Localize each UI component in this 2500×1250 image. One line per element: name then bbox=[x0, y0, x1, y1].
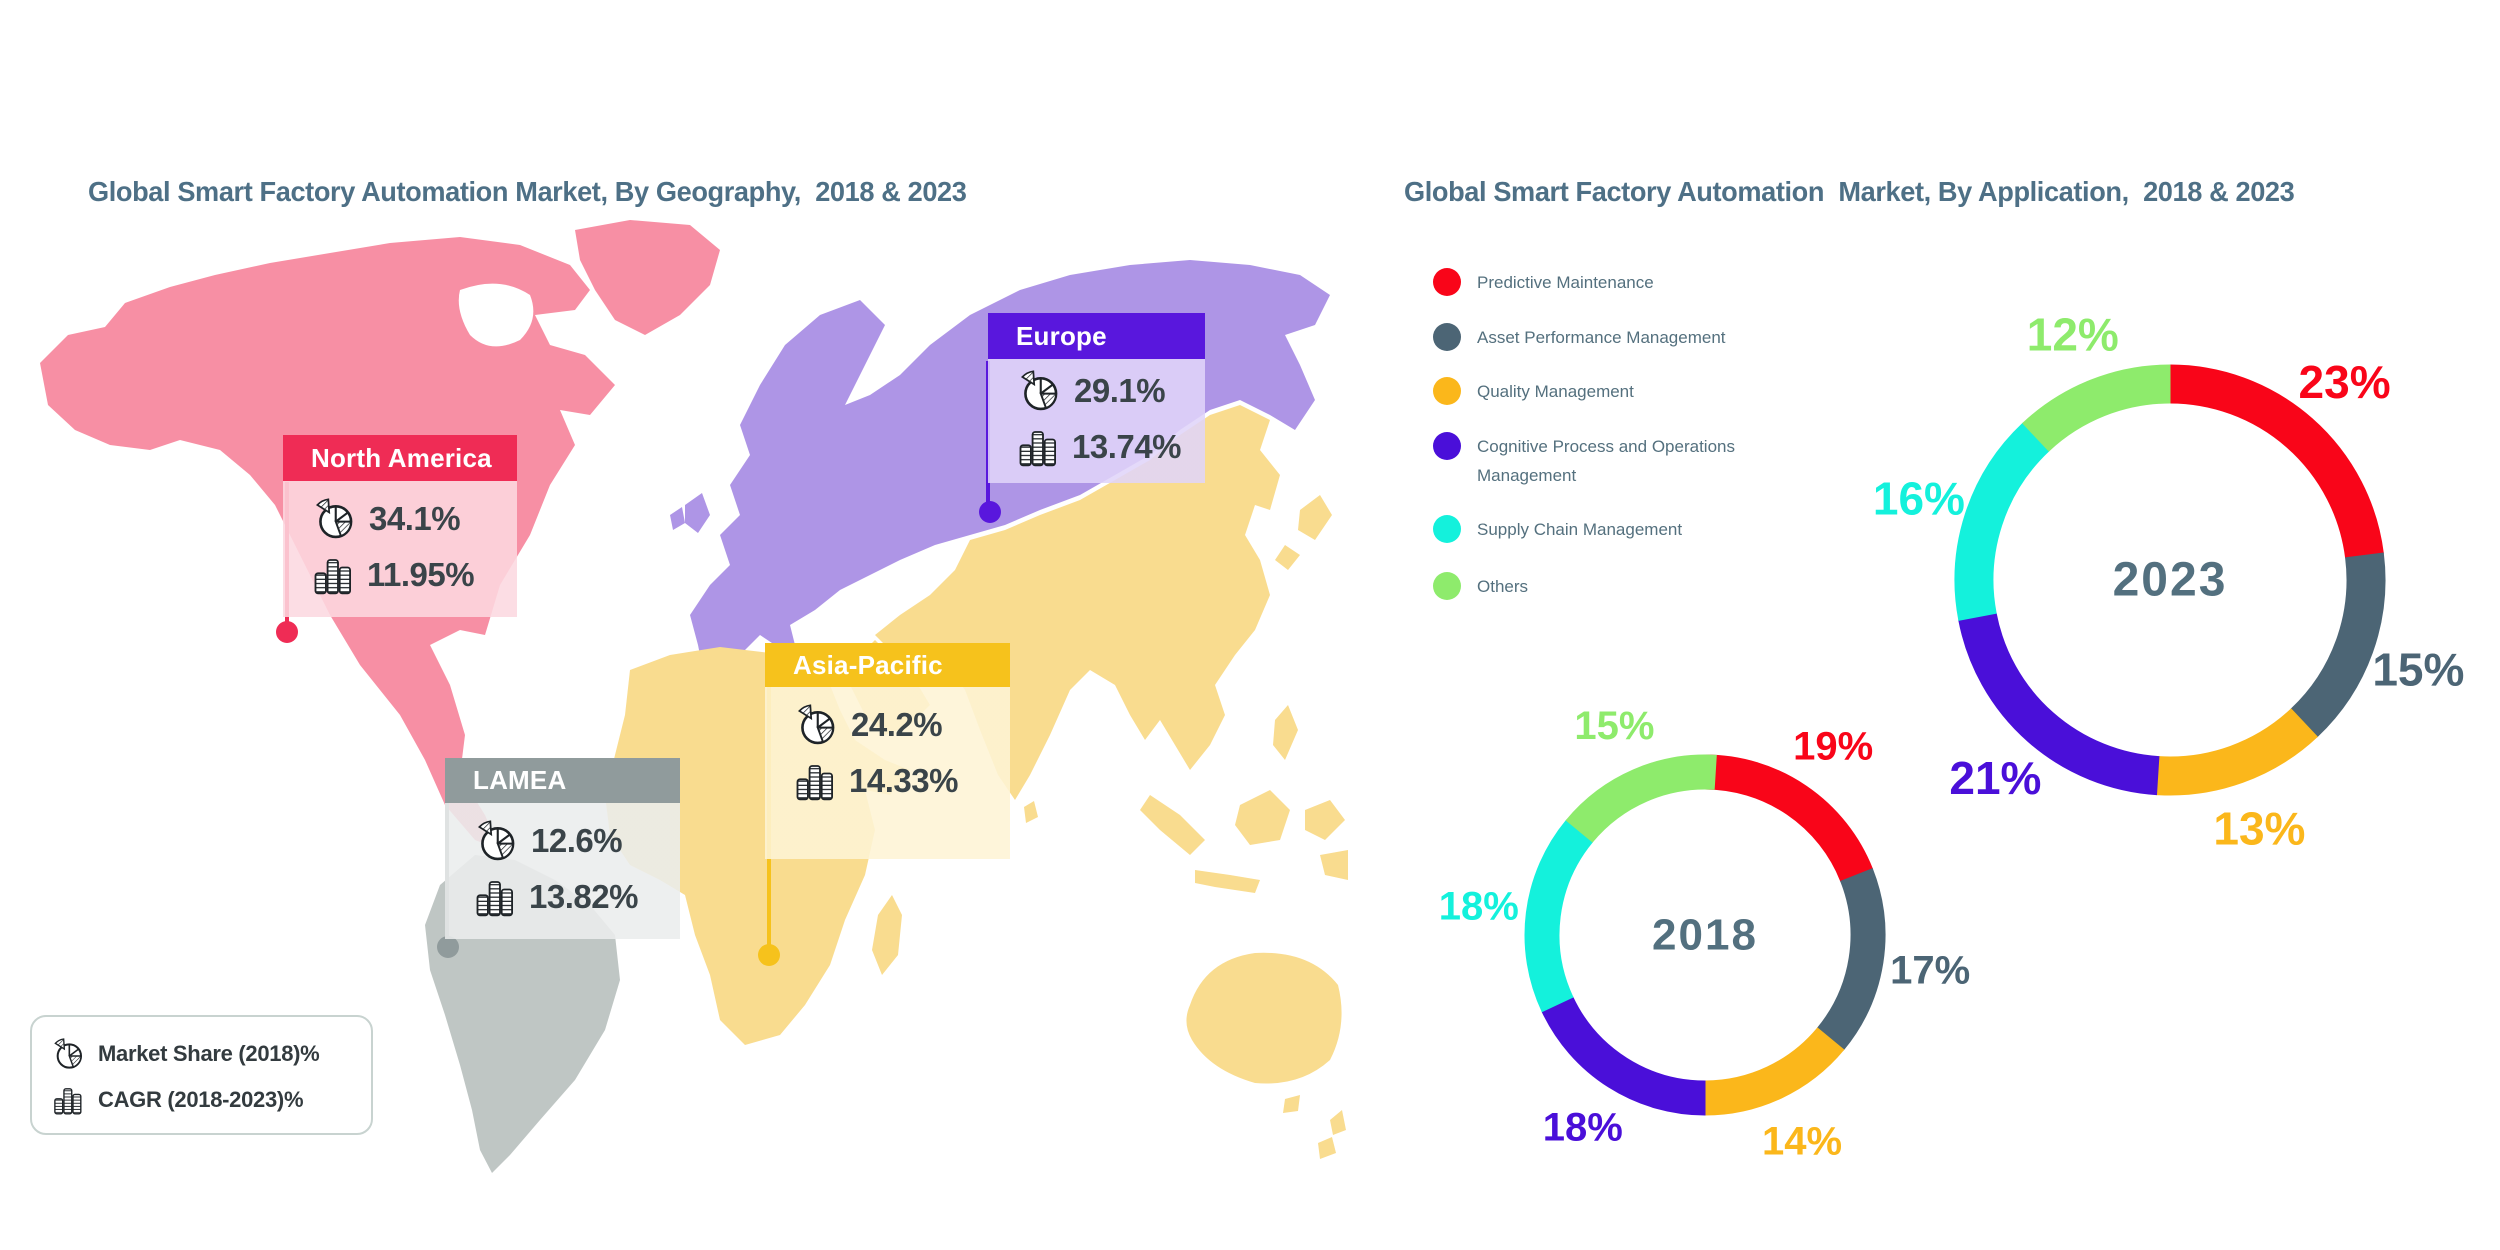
callout-europe: Europe 29.1% 13.74% bbox=[988, 313, 1205, 483]
donut-2023-value-label-1: 15% bbox=[2372, 643, 2464, 695]
callout-body: 29.1% 13.74% bbox=[988, 359, 1205, 483]
donut-2018-value-label-3: 18% bbox=[1543, 1106, 1623, 1150]
legend-swatch bbox=[1433, 377, 1461, 405]
coins-icon bbox=[795, 761, 835, 801]
donut-2023-value-label-0: 23% bbox=[2299, 356, 2391, 408]
callout-header: Asia-Pacific bbox=[765, 643, 1010, 687]
leader-dot-asia-pacific bbox=[758, 944, 780, 966]
legend-swatch bbox=[1433, 572, 1461, 600]
callout-north-america: North America 34.1% 11.95% bbox=[283, 435, 517, 617]
callout-body: 24.2% 14.33% bbox=[765, 687, 1010, 859]
map-region-southeast-asia-islands bbox=[1024, 495, 1348, 893]
donut-2023-segment-4 bbox=[1954, 422, 2050, 621]
donut-2018-segment-2 bbox=[1704, 1027, 1845, 1116]
pie-chart-icon bbox=[795, 704, 837, 746]
cagr-value: 13.82% bbox=[529, 878, 638, 915]
legend-swatch bbox=[1433, 515, 1461, 543]
map-region-madagascar bbox=[872, 895, 902, 975]
legend-item: Cognitive Process and Operations Managem… bbox=[1433, 432, 1767, 490]
donut-2018-value-label-1: 17% bbox=[1890, 949, 1970, 993]
legend-label: Predictive Maintenance bbox=[1477, 273, 1654, 292]
leader-line-north-america bbox=[285, 482, 289, 632]
legend-swatch bbox=[1433, 432, 1461, 460]
map-hudson-bay bbox=[458, 283, 534, 347]
left-chart-title: Global Smart Factory Automation Market, … bbox=[88, 176, 967, 207]
donut-center-year-2023: 2023 bbox=[2113, 554, 2228, 607]
donut-2018-segment-4 bbox=[1524, 819, 1594, 1013]
leader-line-lamea bbox=[445, 803, 449, 947]
donut-2023-value-label-2: 13% bbox=[2213, 802, 2305, 854]
callout-body: 12.6% 13.82% bbox=[445, 803, 680, 939]
market-share-value: 24.2% bbox=[851, 706, 943, 743]
donut-2023-value-label-3: 21% bbox=[1949, 752, 2041, 804]
callout-body: 34.1% 11.95% bbox=[283, 481, 517, 617]
callout-header: North America bbox=[283, 435, 517, 481]
coins-icon bbox=[475, 877, 515, 917]
map-region-british-isles bbox=[670, 493, 710, 533]
donut-2018-segment-1 bbox=[1816, 868, 1886, 1051]
donut-2018-segment-5 bbox=[1565, 754, 1717, 843]
cagr-value: 11.95% bbox=[367, 556, 475, 593]
legend-swatch bbox=[1433, 268, 1461, 296]
donut-2018-value-label-5: 15% bbox=[1574, 704, 1654, 748]
donut-2018-segment-0 bbox=[1704, 754, 1874, 882]
cagr-legend-label: CAGR (2018-2023)% bbox=[98, 1087, 304, 1112]
legend-label: Cognitive Process and Operations Managem… bbox=[1477, 437, 1735, 485]
legend-item: Predictive Maintenance bbox=[1433, 268, 1654, 297]
callout-lamea: LAMEA 12.6% 13.82% bbox=[445, 758, 680, 939]
market-share-value: 12.6% bbox=[531, 822, 623, 859]
coins-icon bbox=[52, 1085, 84, 1115]
map-region-australia bbox=[1186, 952, 1346, 1159]
donut-2023-value-label-5: 12% bbox=[2027, 309, 2119, 361]
donut-2018-value-label-4: 18% bbox=[1439, 884, 1519, 928]
callout-header: Europe bbox=[988, 313, 1205, 359]
map-region-greenland bbox=[575, 220, 720, 335]
legend-label: Asset Performance Management bbox=[1477, 328, 1726, 347]
leader-line-europe bbox=[986, 361, 990, 512]
right-chart-title: Global Smart Factory Automation Market, … bbox=[1404, 176, 2295, 207]
legend-swatch bbox=[1433, 323, 1461, 351]
donut-2023-segment-0 bbox=[2169, 364, 2384, 559]
market-share-value: 29.1% bbox=[1074, 372, 1166, 409]
coins-icon bbox=[1018, 427, 1058, 467]
market-share-value: 34.1% bbox=[369, 500, 461, 537]
pie-chart-icon bbox=[475, 820, 517, 862]
donut-center-year-2018: 2018 bbox=[1652, 911, 1758, 960]
legend-item: Others bbox=[1433, 572, 1528, 601]
donut-2023-value-label-4: 16% bbox=[1873, 472, 1965, 524]
leader-dot-north-america bbox=[276, 621, 298, 643]
pie-chart-icon bbox=[1018, 370, 1060, 412]
donut-2023-segment-5 bbox=[2022, 364, 2171, 452]
pie-chart-icon bbox=[313, 498, 355, 540]
cagr-value: 14.33% bbox=[849, 762, 958, 799]
donut-2023-segment-3 bbox=[1958, 612, 2160, 796]
donut-2018-segment-3 bbox=[1541, 996, 1706, 1116]
map-legend: Market Share (2018)% CAGR (2018-2023)% bbox=[30, 1015, 373, 1135]
donut-2018-value-label-0: 19% bbox=[1793, 724, 1873, 768]
legend-item: Asset Performance Management bbox=[1433, 323, 1726, 352]
leader-dot-europe bbox=[979, 501, 1001, 523]
legend-label: Quality Management bbox=[1477, 382, 1634, 401]
leader-line-asia-pacific bbox=[767, 687, 771, 955]
legend-label: Others bbox=[1477, 577, 1529, 596]
donut-2023-segment-1 bbox=[2290, 552, 2386, 738]
coins-icon bbox=[313, 555, 353, 595]
legend-item: Quality Management bbox=[1433, 377, 1634, 406]
donut-2018-value-label-2: 14% bbox=[1762, 1119, 1842, 1163]
donut-2023-segment-2 bbox=[2155, 708, 2318, 796]
legend-item: Supply Chain Management bbox=[1433, 515, 1682, 544]
pie-chart-icon bbox=[52, 1038, 84, 1070]
cagr-value: 13.74% bbox=[1072, 428, 1181, 465]
map-region-south-america bbox=[425, 855, 620, 1173]
callout-asia-pacific: Asia-Pacific 24.2% 14.33% bbox=[765, 643, 1010, 859]
legend-label: Supply Chain Management bbox=[1477, 520, 1683, 539]
market-share-legend-label: Market Share (2018)% bbox=[98, 1041, 320, 1066]
leader-dot-lamea bbox=[437, 936, 459, 958]
callout-header: LAMEA bbox=[445, 758, 680, 803]
